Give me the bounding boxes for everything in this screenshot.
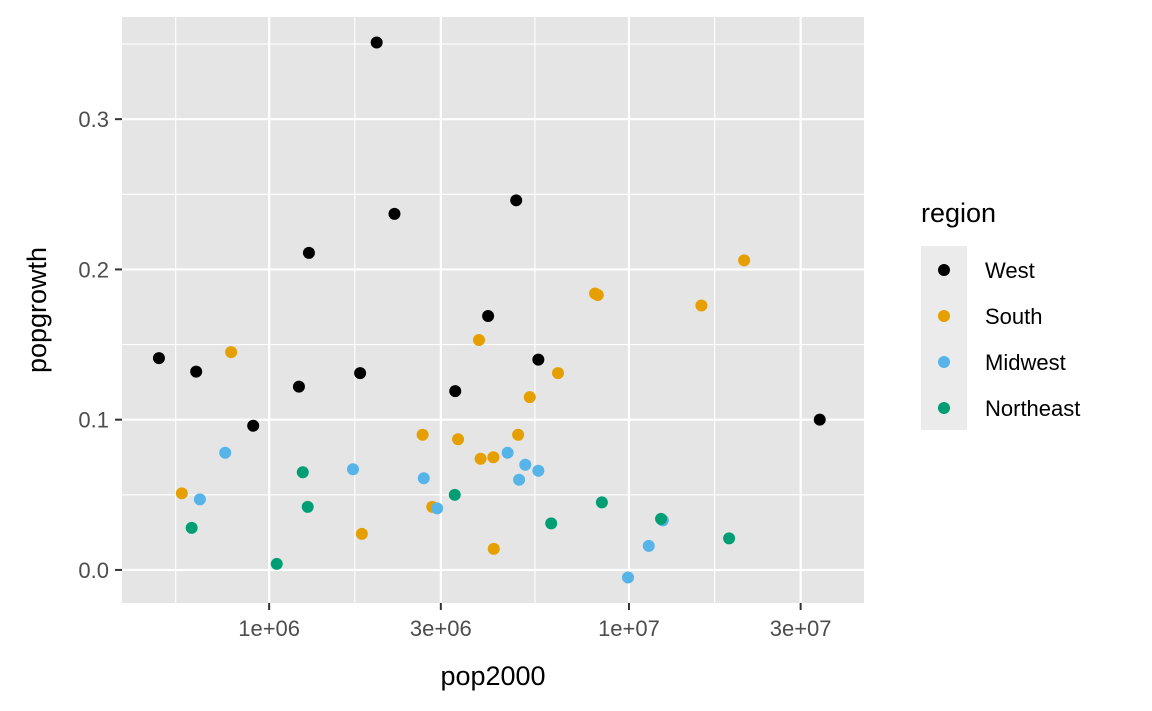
point-south [487,542,500,555]
legend-key-west [938,264,950,276]
point-midwest [193,493,206,506]
minor-gridlines [122,17,864,603]
y-tick-label: 0.3 [78,107,109,132]
point-northeast [296,466,309,479]
legend-items: West South Midwest Northeast [938,258,1080,421]
point-northeast [185,521,198,534]
point-west [354,367,367,380]
point-west [482,310,495,323]
point-west [510,194,523,207]
point-south [551,367,564,380]
point-midwest [501,446,514,459]
data-points [152,36,826,584]
point-south [591,288,604,301]
point-northeast [595,496,608,509]
point-south [695,299,708,312]
point-south [472,334,485,347]
legend-label-northeast: Northeast [985,396,1080,421]
point-south [452,433,465,446]
legend: region West South Midwest Northeast [921,198,1080,430]
point-south [355,527,368,540]
point-west [247,419,260,432]
point-south [738,254,751,267]
point-midwest [642,539,655,552]
point-south [416,428,429,441]
point-northeast [270,557,283,570]
legend-key-south [938,310,950,322]
legend-label-midwest: Midwest [985,350,1066,375]
point-midwest [519,458,532,471]
x-tick-label: 3e+07 [770,616,832,641]
y-tick-label: 0.0 [78,558,109,583]
legend-key-midwest [938,356,950,368]
legend-key-background [921,246,967,430]
x-tick-label: 1e+06 [238,616,300,641]
legend-label-west: West [985,258,1035,283]
point-west [302,246,315,259]
x-tick-label: 1e+07 [598,616,660,641]
point-south [225,346,238,359]
point-midwest [431,502,444,515]
x-tick-label: 3e+06 [410,616,472,641]
y-tick-label: 0.2 [78,257,109,282]
point-midwest [513,473,526,486]
legend-key-northeast [938,402,950,414]
point-northeast [655,512,668,525]
point-west [388,207,401,220]
point-south [523,391,536,404]
point-west [813,413,826,426]
point-midwest [622,571,635,584]
point-west [370,36,383,49]
legend-title: region [921,198,996,228]
point-south [175,487,188,500]
point-midwest [532,464,545,477]
point-west [190,365,203,378]
point-west [292,380,305,393]
point-midwest [219,446,232,459]
point-west [152,352,165,365]
point-west [449,385,462,398]
point-south [512,428,525,441]
point-northeast [723,532,736,545]
legend-label-south: South [985,304,1043,329]
point-south [487,451,500,464]
point-midwest [346,463,359,476]
plot-panel [122,17,864,603]
y-axis: 0.0 0.1 0.2 0.3 [78,107,122,583]
x-axis-title: pop2000 [440,661,545,691]
point-midwest [417,472,430,485]
point-northeast [448,488,461,501]
point-northeast [545,517,558,530]
y-axis-title: popgrowth [22,247,52,373]
y-tick-label: 0.1 [78,408,109,433]
point-northeast [301,500,314,513]
point-west [532,353,545,366]
x-axis: 1e+06 3e+06 1e+07 3e+07 [238,603,832,641]
point-south [474,452,487,465]
